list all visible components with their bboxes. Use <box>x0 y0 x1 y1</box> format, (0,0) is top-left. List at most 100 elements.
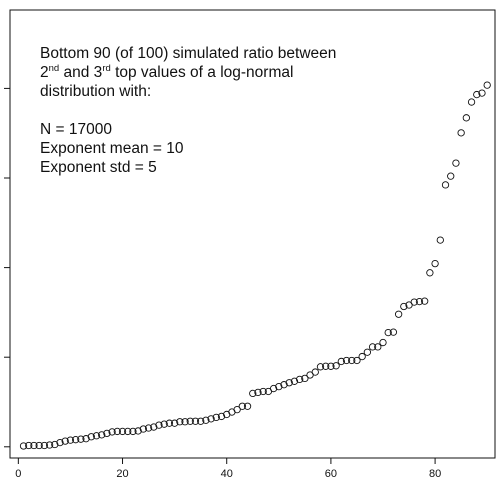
data-point <box>478 89 486 97</box>
data-point <box>82 435 90 443</box>
x-tick-label: 0 <box>15 468 21 480</box>
data-point <box>322 362 330 370</box>
annotation: Bottom 90 (of 100) simulated ratio betwe… <box>40 45 336 176</box>
data-point <box>316 363 325 371</box>
data-point <box>207 415 215 423</box>
data-point <box>389 328 398 336</box>
data-point <box>217 412 226 421</box>
data-point <box>155 421 163 429</box>
plot-frame <box>9 9 496 459</box>
data-point <box>103 429 111 438</box>
data-point <box>457 129 465 137</box>
data-point <box>400 302 408 311</box>
data-point <box>197 417 205 425</box>
data-point <box>66 436 75 444</box>
data-point <box>56 438 64 447</box>
data-point <box>124 427 132 436</box>
data-points <box>19 81 491 450</box>
data-point <box>134 427 142 435</box>
data-point <box>311 368 319 376</box>
annotation-line: 2nd and 3rd top values of a log-normal <box>40 63 293 81</box>
x-tick-label: 40 <box>221 468 233 480</box>
data-point <box>108 428 116 436</box>
data-point <box>379 338 387 347</box>
data-point <box>410 298 418 306</box>
data-point <box>473 90 481 99</box>
data-point <box>233 405 241 414</box>
annotation-line: N = 17000 <box>40 121 112 138</box>
axes: 0 20 40 60 80 <box>4 9 496 480</box>
annotation-line: Exponent std = 5 <box>40 159 157 176</box>
data-point <box>280 381 288 389</box>
data-point <box>202 416 210 424</box>
data-point <box>243 402 252 410</box>
data-point <box>483 81 491 89</box>
data-point <box>447 172 455 180</box>
data-point <box>98 431 106 439</box>
data-point <box>259 387 267 396</box>
data-point <box>51 440 59 449</box>
data-point <box>374 343 382 351</box>
data-point <box>462 114 470 122</box>
x-tick-label: 60 <box>325 468 337 480</box>
data-point <box>238 402 246 410</box>
data-point <box>363 348 372 356</box>
data-point <box>301 374 309 383</box>
data-point <box>176 418 184 426</box>
data-point <box>212 413 220 422</box>
data-point <box>129 427 137 436</box>
data-point <box>254 388 262 397</box>
annotation-line: Bottom 90 (of 100) simulated ratio betwe… <box>40 45 336 62</box>
data-point <box>368 343 377 351</box>
data-point <box>35 441 43 450</box>
data-point <box>285 379 293 387</box>
data-point <box>275 382 283 391</box>
annotation-line: distribution with: <box>40 83 151 100</box>
data-point <box>40 441 49 450</box>
x-tick-label: 20 <box>116 468 128 480</box>
data-point <box>77 435 85 443</box>
data-point <box>71 436 80 444</box>
data-point <box>160 420 168 428</box>
data-point <box>353 356 361 365</box>
data-point <box>19 442 28 450</box>
data-point <box>113 427 121 436</box>
data-point <box>415 297 424 306</box>
data-point <box>358 352 366 361</box>
data-point <box>384 328 392 337</box>
data-point <box>118 427 127 436</box>
data-point <box>337 357 345 366</box>
data-point <box>295 375 304 384</box>
data-point <box>249 389 257 398</box>
data-point <box>170 419 179 427</box>
data-point <box>394 310 403 318</box>
data-point <box>348 356 356 365</box>
data-point <box>87 433 95 441</box>
data-point <box>61 437 69 445</box>
data-point <box>421 297 429 305</box>
data-point <box>269 384 278 393</box>
data-point <box>181 418 189 426</box>
data-point <box>452 159 460 167</box>
data-point <box>332 362 340 370</box>
data-point <box>327 362 335 370</box>
data-point <box>342 356 351 365</box>
data-point <box>150 423 158 431</box>
data-point <box>290 377 299 385</box>
x-tick-label: 80 <box>429 468 441 480</box>
data-point <box>139 425 148 433</box>
data-point <box>165 419 174 427</box>
data-point <box>467 98 476 106</box>
data-point <box>441 181 450 189</box>
annotation-line: Exponent mean = 10 <box>40 140 184 157</box>
data-point <box>144 424 153 432</box>
data-point <box>191 417 200 425</box>
data-point <box>431 259 439 268</box>
data-point <box>92 432 101 440</box>
data-point <box>436 236 444 244</box>
data-point <box>426 269 434 277</box>
data-point <box>186 417 194 425</box>
data-point <box>25 441 33 450</box>
data-point <box>30 441 38 450</box>
